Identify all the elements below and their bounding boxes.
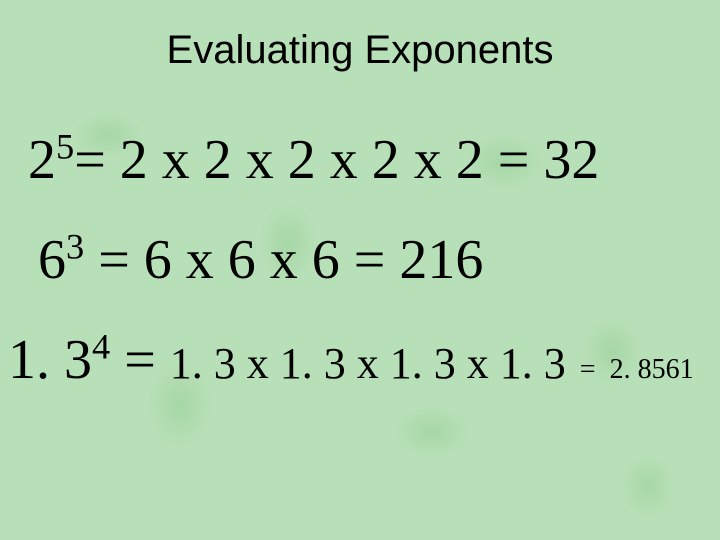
- equation-line-1: 25= 2 x 2 x 2 x 2 x 2 = 32: [28, 128, 599, 192]
- result-1: 32: [543, 129, 599, 191]
- equals-3a: =: [124, 329, 156, 391]
- equals-1b: =: [498, 129, 530, 191]
- base-1: 2: [28, 129, 56, 191]
- equals-3b: =: [580, 354, 596, 385]
- exponent-1: 5: [56, 126, 74, 166]
- slide-title: Evaluating Exponents: [0, 28, 720, 73]
- equals-2a: =: [98, 229, 130, 291]
- base-2: 6: [38, 229, 66, 291]
- expansion-3: 1. 3 x 1. 3 x 1. 3 x 1. 3: [170, 339, 566, 388]
- base-3: 1. 3: [8, 329, 92, 391]
- result-2: 216: [399, 229, 483, 291]
- expansion-1: 2 x 2 x 2 x 2 x 2: [120, 129, 484, 191]
- exponent-3: 4: [92, 326, 110, 366]
- equals-2b: =: [354, 229, 386, 291]
- equation-line-2: 63 = 6 x 6 x 6 = 216: [38, 228, 483, 292]
- expansion-2: 6 x 6 x 6: [144, 229, 340, 291]
- equals-1a: =: [74, 129, 106, 191]
- equation-line-3: 1. 34 = 1. 3 x 1. 3 x 1. 3 x 1. 3 = 2. 8…: [8, 328, 694, 392]
- exponent-2: 3: [66, 226, 84, 266]
- result-3: 2. 8561: [610, 354, 694, 385]
